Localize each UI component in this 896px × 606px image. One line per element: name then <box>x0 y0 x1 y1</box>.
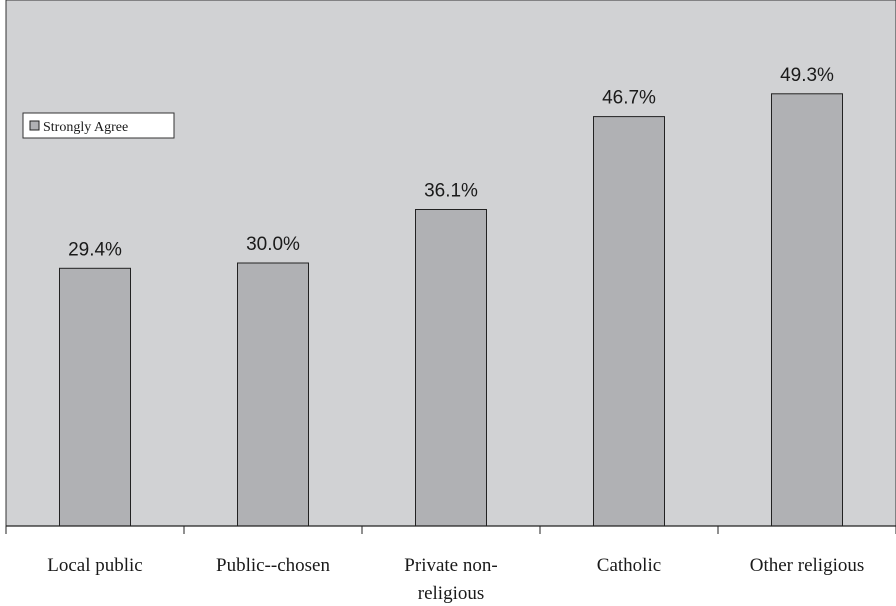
bar-labels-group: 29.4% 30.0% 36.1% 46.7% 49.3% <box>68 65 834 260</box>
x-axis-ticks <box>5 526 896 534</box>
x-axis-labels: Local public Public--chosen Private non-re… <box>47 555 864 604</box>
bar-catholic <box>593 116 665 527</box>
data-label-public-chosen: 30.0% <box>246 234 300 255</box>
data-label-other-religious: 49.3% <box>780 65 834 86</box>
bar-public-chosen <box>237 262 309 527</box>
category-label-public-chosen: Public--chosen <box>216 555 330 576</box>
data-label-private-non-religious: 36.1% <box>424 181 478 202</box>
category-label-catholic: Catholic <box>597 555 661 576</box>
legend-box <box>22 112 175 139</box>
bar-private-non-religious <box>415 209 487 527</box>
bar-other-religious <box>771 93 843 527</box>
data-label-catholic: 46.7% <box>602 88 656 109</box>
legend-label: Strongly Agree <box>43 120 128 135</box>
category-label-private-non-religious: Private non-religious <box>404 555 497 604</box>
bars-group <box>59 93 843 527</box>
legend-swatch <box>29 120 40 131</box>
category-label-local-public: Local public <box>47 555 143 576</box>
data-label-local-public: 29.4% <box>68 239 122 260</box>
legend: Strongly Agree <box>22 112 175 139</box>
bar-local-public <box>59 267 131 527</box>
category-label-other-religious: Other religious <box>750 555 865 576</box>
